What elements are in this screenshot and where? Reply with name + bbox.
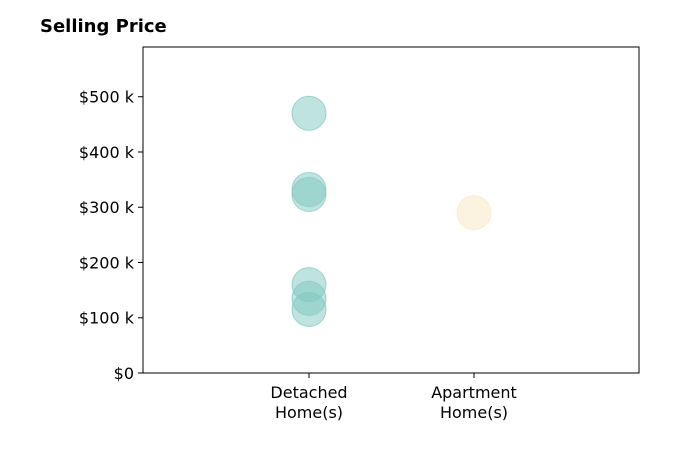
- y-tick-label: $100 k: [79, 309, 135, 328]
- x-axis: Detached Home(s) Apartment Home(s): [270, 373, 517, 422]
- y-tick-label: $400 k: [79, 143, 135, 162]
- data-point: [291, 291, 327, 327]
- x-tick-label: Detached Home(s): [270, 383, 347, 422]
- plot-area-frame: [142, 46, 640, 374]
- data-point: [291, 177, 327, 213]
- data-point: [291, 95, 327, 131]
- y-tick-label: $300 k: [79, 198, 135, 217]
- chart-title: Selling Price: [40, 16, 167, 37]
- data-points: [291, 95, 492, 327]
- y-tick-label: $200 k: [79, 253, 135, 272]
- data-point: [456, 195, 492, 231]
- y-axis: $0 $100 k $200 k $300 k $400 k $500 k: [79, 88, 143, 383]
- y-tick-label: $500 k: [79, 88, 135, 107]
- x-tick-label: Apartment Home(s): [431, 383, 517, 422]
- y-tick-label: $0: [114, 364, 134, 383]
